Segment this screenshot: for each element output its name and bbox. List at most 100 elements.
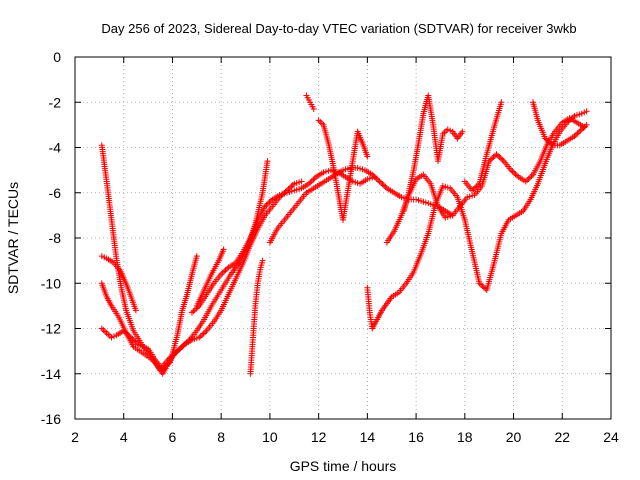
data-point bbox=[174, 348, 181, 355]
series-track-c bbox=[98, 253, 200, 373]
series-track-f bbox=[193, 246, 227, 309]
data-point bbox=[289, 182, 296, 189]
data-point bbox=[512, 171, 519, 178]
x-tick-label: 16 bbox=[408, 429, 424, 445]
data-point bbox=[364, 153, 371, 160]
data-point bbox=[546, 139, 553, 146]
data-point bbox=[497, 155, 504, 162]
data-point bbox=[159, 366, 166, 373]
data-point bbox=[572, 131, 579, 138]
data-point bbox=[473, 183, 480, 190]
x-tick-label: 4 bbox=[120, 429, 128, 445]
data-point bbox=[528, 173, 535, 180]
series-track-m bbox=[400, 92, 466, 214]
data-point bbox=[180, 342, 187, 349]
x-tick-label: 22 bbox=[554, 429, 570, 445]
data-point bbox=[224, 265, 231, 272]
data-point bbox=[372, 174, 379, 181]
data-point bbox=[525, 175, 532, 182]
data-point bbox=[188, 309, 195, 316]
data-point bbox=[513, 172, 520, 179]
data-point bbox=[583, 108, 590, 115]
data-point bbox=[285, 186, 292, 193]
y-tick-label: -16 bbox=[41, 411, 61, 427]
data-point bbox=[191, 306, 198, 313]
series-track-h bbox=[266, 164, 456, 246]
data-point bbox=[197, 333, 204, 340]
series-track-o bbox=[530, 99, 590, 149]
series-track-b bbox=[98, 178, 305, 373]
series-track-i bbox=[303, 92, 317, 113]
data-point bbox=[480, 284, 487, 291]
data-point bbox=[202, 329, 209, 336]
data-point bbox=[120, 327, 127, 334]
data-point bbox=[575, 129, 582, 136]
data-point bbox=[310, 106, 317, 113]
data-point bbox=[571, 133, 578, 140]
data-point bbox=[543, 136, 550, 143]
data-point bbox=[542, 135, 549, 142]
y-tick-label: -8 bbox=[49, 230, 62, 246]
data-point bbox=[469, 187, 476, 194]
data-point bbox=[545, 138, 552, 145]
data-point bbox=[190, 308, 197, 315]
data-point bbox=[122, 329, 129, 336]
series-track-l bbox=[383, 115, 588, 246]
data-point bbox=[522, 178, 529, 185]
data-point bbox=[219, 269, 226, 276]
y-tick-label: -12 bbox=[41, 321, 61, 337]
data-point bbox=[126, 333, 133, 340]
series-track-g bbox=[247, 257, 266, 377]
data-point bbox=[308, 177, 315, 184]
x-tick-label: 18 bbox=[457, 429, 473, 445]
data-point bbox=[133, 339, 140, 346]
x-tick-label: 20 bbox=[506, 429, 522, 445]
data-point bbox=[499, 156, 506, 163]
data-point bbox=[259, 257, 266, 264]
data-point bbox=[376, 178, 383, 185]
data-point bbox=[311, 175, 318, 182]
data-point bbox=[177, 345, 184, 352]
data-point bbox=[511, 169, 518, 176]
data-point bbox=[494, 152, 501, 159]
y-tick-label: -14 bbox=[41, 366, 61, 382]
data-point bbox=[178, 344, 185, 351]
y-tick-label: -2 bbox=[49, 94, 62, 110]
data-point bbox=[459, 128, 466, 135]
data-point bbox=[479, 282, 486, 289]
data-point bbox=[196, 334, 203, 341]
data-point bbox=[129, 335, 136, 342]
data-point bbox=[489, 155, 496, 162]
data-point bbox=[470, 186, 477, 193]
data-point bbox=[220, 246, 227, 253]
data-point bbox=[373, 175, 380, 182]
data-point bbox=[307, 179, 314, 186]
data-point bbox=[382, 183, 389, 190]
data-point bbox=[263, 201, 270, 208]
data-point bbox=[379, 181, 386, 188]
data-point bbox=[310, 176, 317, 183]
chart-title: Day 256 of 2023, Sidereal Day-to-day VTE… bbox=[101, 21, 576, 36]
data-point bbox=[527, 174, 534, 181]
x-axis-label: GPS time / hours bbox=[290, 458, 397, 474]
data-point bbox=[128, 334, 135, 341]
data-point bbox=[474, 182, 481, 189]
data-point bbox=[498, 99, 505, 106]
data-point bbox=[298, 178, 305, 185]
y-tick-label: 0 bbox=[53, 49, 61, 65]
data-point bbox=[493, 151, 500, 158]
data-point bbox=[477, 281, 484, 288]
data-point bbox=[132, 307, 139, 314]
data-point bbox=[577, 127, 584, 134]
data-point bbox=[583, 121, 590, 128]
data-point bbox=[165, 360, 172, 367]
axis-ticks: 2 4 6 8 10 12 14 16 18 20 22 240-2-4-6-8-10-12-14-1… bbox=[41, 49, 619, 445]
series-track-k bbox=[364, 108, 590, 332]
data-point bbox=[487, 156, 494, 163]
series-track-e bbox=[188, 167, 378, 316]
x-tick-label: 8 bbox=[217, 429, 225, 445]
data-point bbox=[476, 280, 483, 287]
data-point bbox=[375, 177, 382, 184]
y-tick-label: -4 bbox=[49, 140, 62, 156]
data-point bbox=[161, 364, 168, 371]
